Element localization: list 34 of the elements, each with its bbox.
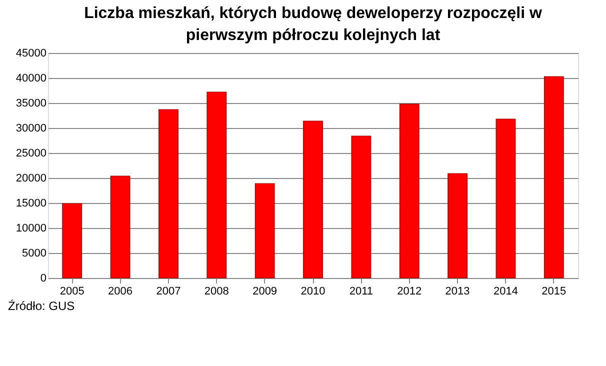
y-tick-label: 45000 [16,48,46,60]
bar [399,104,420,278]
bar [496,118,516,278]
x-tick-label: 2008 [204,286,229,298]
chart-title: Liczba mieszkań, których budowę deweloperzy rozpoczęli w pierwszym półroczu kolejnych lat [84,5,542,44]
bar [110,176,130,278]
x-tick-label: 2006 [108,286,133,298]
x-tick-label: 2005 [60,286,84,298]
y-tick-label: 0 [40,272,46,284]
y-tick-label: 40000 [16,72,46,84]
bar [254,183,275,278]
y-tick-label: 5000 [22,248,46,260]
y-tick-label: 10000 [16,222,46,234]
bar [206,92,227,278]
bar [544,76,564,278]
x-tick-label: 2010 [300,286,326,298]
x-tick-label: 2015 [542,286,566,298]
y-tick-label: 35000 [16,98,46,110]
bar [62,203,82,278]
x-tick-label: 2007 [156,286,181,298]
bar [448,173,468,278]
y-tick-label: 25000 [16,148,46,160]
x-tick-label: 2014 [493,286,518,298]
x-tick-label: 2013 [445,286,470,298]
x-tick-label: 2012 [397,286,422,298]
y-tick-label: 20000 [16,172,46,184]
x-tick-label: 2009 [252,286,278,298]
bar [158,109,178,278]
y-tick-label: 30000 [16,122,46,134]
bar [303,120,323,278]
text: Źródło: GUS [8,299,75,313]
x-tick-label: 2011 [349,286,374,298]
y-tick-label: 15000 [16,198,46,210]
bar [351,136,372,278]
